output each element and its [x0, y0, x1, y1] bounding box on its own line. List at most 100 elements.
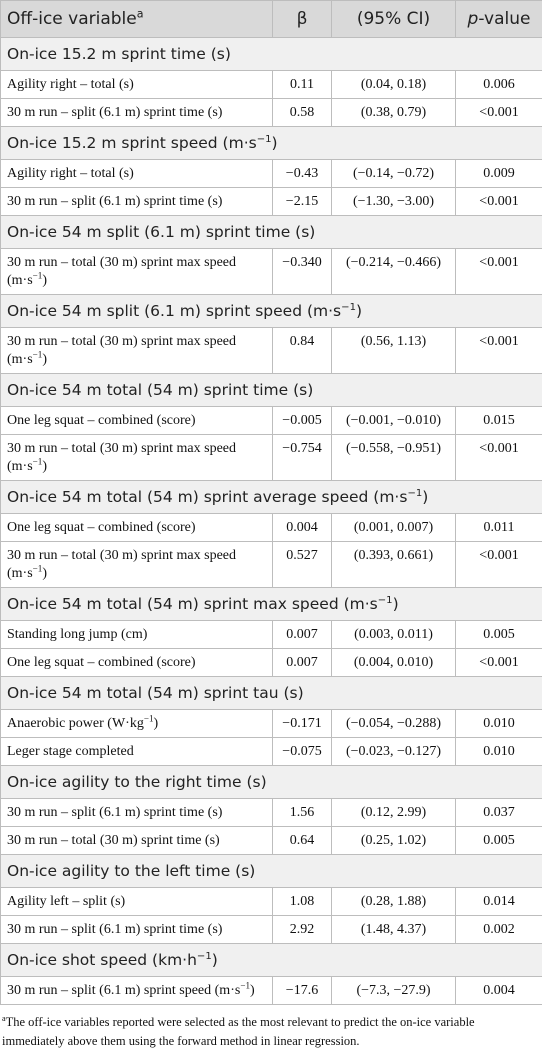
variable-cell: Standing long jump (cm) — [1, 621, 273, 649]
value-cell: −0.075 — [273, 738, 332, 766]
text: 0.011 — [484, 520, 515, 535]
variable-cell: Leger stage completed — [1, 738, 273, 766]
text: 0.005 — [483, 833, 515, 848]
section-title: On-ice 15.2 m sprint speed (m·s−1) — [1, 127, 542, 160]
value-cell: (1.48, 4.37) — [332, 916, 456, 944]
text: ) — [42, 566, 47, 581]
text: <0.001 — [479, 255, 518, 270]
value-cell: 1.08 — [273, 888, 332, 916]
text: 0.007 — [286, 655, 318, 670]
text: −0.005 — [282, 413, 321, 428]
section-row: On-ice 54 m total (54 m) sprint time (s) — [1, 374, 542, 407]
superscript: −1 — [197, 951, 212, 962]
value-cell: (−0.054, −0.288) — [332, 710, 456, 738]
value-cell: <0.001 — [456, 188, 542, 216]
value-cell: 0.002 — [456, 916, 542, 944]
value-cell: −2.15 — [273, 188, 332, 216]
section-title: On-ice 15.2 m sprint time (s) — [1, 38, 542, 71]
text: 0.037 — [483, 805, 515, 820]
text: (0.25, 1.02) — [361, 833, 426, 848]
section-title: On-ice 54 m split (6.1 m) sprint time (s… — [1, 216, 542, 249]
text: (0.04, 0.18) — [361, 77, 426, 92]
text: On-ice 54 m total (54 m) sprint average … — [7, 488, 407, 506]
data-row: 30 m run – total (30 m) sprint max speed… — [1, 435, 542, 481]
text: (0.38, 0.79) — [361, 105, 426, 120]
section-row: On-ice agility to the right time (s) — [1, 766, 542, 799]
text: 0.004 — [483, 983, 515, 998]
value-cell: −0.754 — [273, 435, 332, 481]
variable-cell: Agility right – total (s) — [1, 160, 273, 188]
text: 0.014 — [483, 894, 515, 909]
section-title: On-ice agility to the right time (s) — [1, 766, 542, 799]
text: (−0.214, −0.466) — [346, 255, 441, 270]
text: <0.001 — [479, 334, 518, 349]
text: 0.009 — [483, 166, 515, 181]
text: (−0.001, −0.010) — [346, 413, 441, 428]
value-cell: (−1.30, −3.00) — [332, 188, 456, 216]
data-row: One leg squat – combined (score) −0.005 (−… — [1, 407, 542, 435]
value-cell: <0.001 — [456, 249, 542, 295]
text: One leg squat – combined (score) — [7, 520, 196, 535]
text: On-ice 54 m total (54 m) sprint time (s) — [7, 381, 313, 399]
data-row: 30 m run – total (30 m) sprint max speed… — [1, 542, 542, 588]
text: On-ice 54 m split (6.1 m) sprint speed (… — [7, 302, 341, 320]
text: (0.003, 0.011) — [354, 627, 433, 642]
text: 30 m run – split (6.1 m) sprint time (s) — [7, 105, 222, 120]
data-row: Anaerobic power (W·kg−1)−0.171(−0.054, −… — [1, 710, 542, 738]
value-cell: 0.010 — [456, 710, 542, 738]
value-cell: −0.005 — [273, 407, 332, 435]
text: −0.43 — [286, 166, 318, 181]
value-cell: 0.014 — [456, 888, 542, 916]
section-row: On-ice agility to the left time (s) — [1, 855, 542, 888]
superscript: a — [137, 7, 144, 20]
value-cell: (0.12, 2.99) — [332, 799, 456, 827]
section-title: On-ice shot speed (km·h−1) — [1, 944, 542, 977]
value-cell: 0.037 — [456, 799, 542, 827]
value-cell: 0.84 — [273, 328, 332, 374]
section-row: On-ice 54 m total (54 m) sprint average … — [1, 481, 542, 514]
value-cell: (−0.558, −0.951) — [332, 435, 456, 481]
value-cell: 0.58 — [273, 99, 332, 127]
section-title: On-ice 54 m split (6.1 m) sprint speed (… — [1, 295, 542, 328]
text: <0.001 — [479, 105, 518, 120]
value-cell: (0.56, 1.13) — [332, 328, 456, 374]
data-row: 30 m run – split (6.1 m) sprint time (s)… — [1, 188, 542, 216]
section-title: On-ice 54 m total (54 m) sprint time (s) — [1, 374, 542, 407]
value-cell: 0.005 — [456, 827, 542, 855]
value-cell: (0.28, 1.88) — [332, 888, 456, 916]
text: ) — [212, 951, 218, 969]
text: −17.6 — [286, 983, 318, 998]
value-cell: (−0.214, −0.466) — [332, 249, 456, 295]
variable-cell: One leg squat – combined (score) — [1, 649, 273, 677]
value-cell: 0.015 — [456, 407, 542, 435]
text: (−1.30, −3.00) — [353, 194, 434, 209]
text: 0.007 — [286, 627, 318, 642]
section-title: On-ice 54 m total (54 m) sprint average … — [1, 481, 542, 514]
text: Off-ice variable — [7, 9, 137, 29]
footnote: aThe off-ice variables reported were sel… — [0, 1005, 542, 1051]
superscript: −1 — [33, 270, 43, 280]
text: 2.92 — [290, 922, 315, 937]
variable-cell: 30 m run – split (6.1 m) sprint time (s) — [1, 916, 273, 944]
text: −0.171 — [282, 716, 321, 731]
text: 30 m run – split (6.1 m) sprint time (s) — [7, 194, 222, 209]
value-cell: (−7.3, −27.9) — [332, 977, 456, 1005]
text: One leg squat – combined (score) — [7, 413, 196, 428]
text: 0.11 — [290, 77, 314, 92]
text: Agility right – total (s) — [7, 166, 134, 181]
section-row: On-ice 54 m split (6.1 m) sprint time (s… — [1, 216, 542, 249]
text: 1.08 — [290, 894, 315, 909]
section-row: On-ice 54 m total (54 m) sprint max spee… — [1, 588, 542, 621]
text: Standing long jump (cm) — [7, 627, 147, 642]
data-row: One leg squat – combined (score)0.007(0.… — [1, 649, 542, 677]
text: 30 m run – split (6.1 m) sprint time (s) — [7, 805, 222, 820]
text: β — [297, 9, 308, 29]
value-cell: (0.001, 0.007) — [332, 514, 456, 542]
value-cell: (0.003, 0.011) — [332, 621, 456, 649]
variable-cell: Agility right – total (s) — [1, 71, 273, 99]
text: (0.393, 0.661) — [354, 548, 433, 563]
text: 0.006 — [483, 77, 515, 92]
text: 30 m run – split (6.1 m) sprint time (s) — [7, 922, 222, 937]
text: (−0.558, −0.951) — [346, 441, 441, 456]
text: −0.340 — [282, 255, 321, 270]
